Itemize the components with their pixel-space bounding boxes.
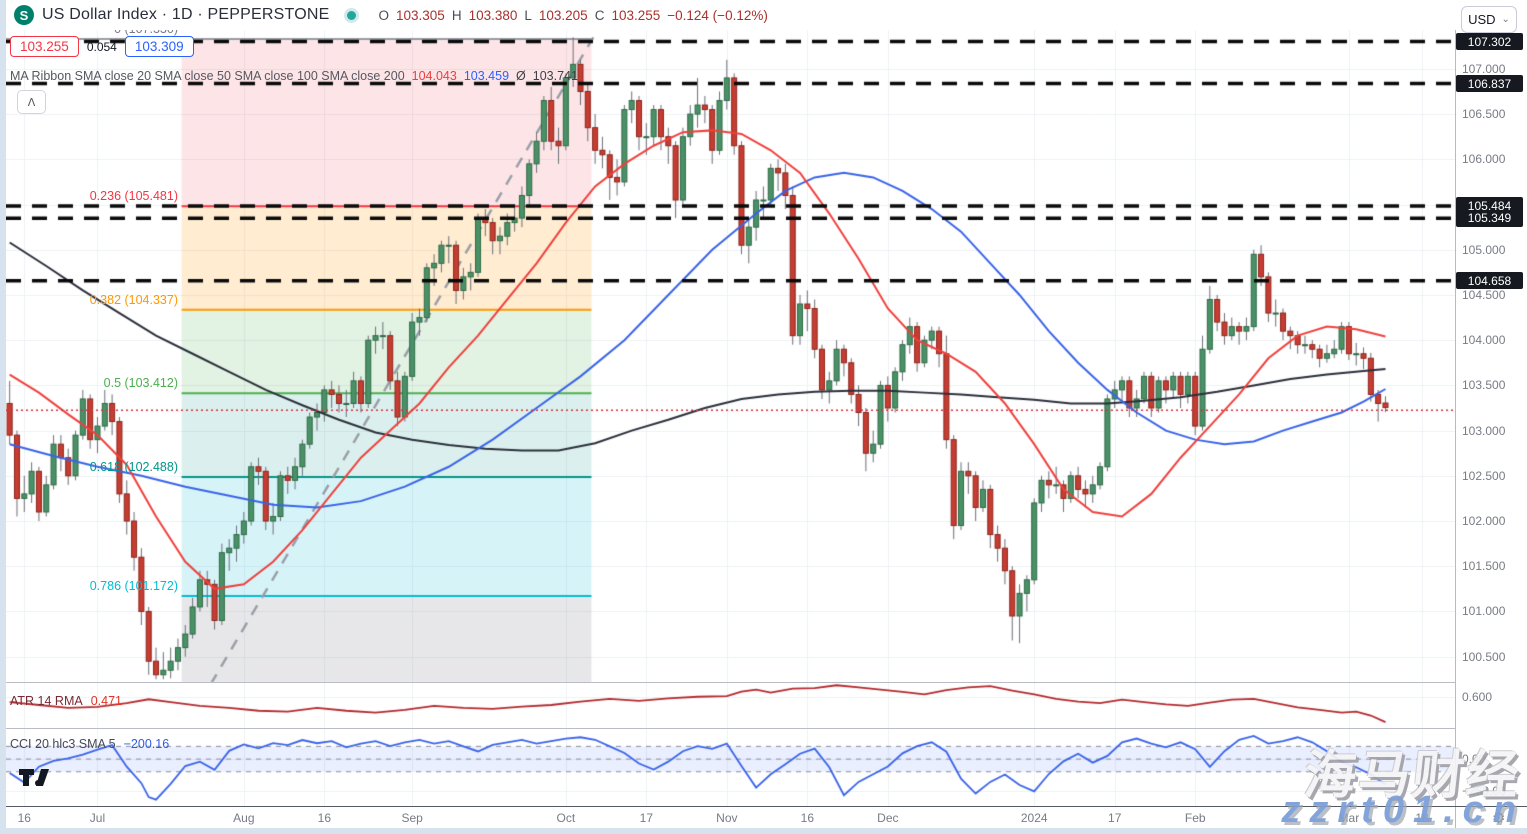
- time-axis-label: Aug: [233, 811, 255, 825]
- high-value: 103.380: [468, 7, 518, 23]
- symbol-title[interactable]: US Dollar Index · 1D · PEPPERSTONE: [42, 6, 330, 23]
- cci-label: CCI 20 hlc3 SMA 5: [10, 737, 116, 751]
- time-axis-label: Nov: [716, 811, 738, 825]
- atr-value: 0.471: [90, 694, 122, 708]
- fib-level-label[interactable]: 0.786 (101.172): [89, 578, 178, 593]
- time-axis-border: [6, 806, 1527, 807]
- time-axis-label: 17: [639, 811, 654, 825]
- ma-ribbon-legend[interactable]: MA Ribbon SMA close 20 SMA close 50 SMA …: [10, 69, 578, 83]
- price-axis-label: 104.500: [1462, 287, 1506, 302]
- close-label: C: [594, 7, 605, 23]
- high-label: H: [451, 7, 462, 23]
- cci-legend[interactable]: CCI 20 hlc3 SMA 5 −200.16: [10, 737, 169, 751]
- pane-separator-cci[interactable]: [6, 728, 1455, 729]
- price-axis-label: 101.500: [1462, 559, 1506, 574]
- chart-canvas[interactable]: [6, 30, 1455, 806]
- market-status-icon: [347, 10, 357, 20]
- price-axis-label: 102.500: [1462, 468, 1506, 483]
- price-level-tag: 104.658: [1456, 272, 1523, 290]
- time-axis-label: Sep: [401, 811, 423, 825]
- bid-price-box[interactable]: 103.255: [10, 36, 79, 57]
- watermark-text-url: zzrt01.cn: [1281, 789, 1525, 831]
- price-axis-label: 106.000: [1462, 152, 1506, 167]
- open-label: O: [378, 7, 389, 23]
- atr-axis-label: 0.600: [1462, 690, 1493, 705]
- price-axis-label: 102.000: [1462, 514, 1506, 529]
- price-axis-border: [1455, 30, 1456, 828]
- low-label: L: [524, 7, 532, 23]
- price-axis-label: 100.500: [1462, 649, 1506, 664]
- fib-level-label[interactable]: 0.236 (105.481): [89, 189, 178, 204]
- time-axis-label: 18: [1415, 811, 1429, 825]
- symbol-logo-icon[interactable]: S: [14, 5, 34, 25]
- price-level-tag: 105.349: [1456, 209, 1523, 227]
- ohlc-readout: O 103.305 H 103.380 L 103.205 C 103.255 −0.1…: [378, 8, 767, 23]
- price-axis-label: 106.500: [1462, 107, 1506, 122]
- time-axis-label: Jul: [89, 811, 106, 825]
- time-axis-label: 16: [317, 811, 332, 825]
- ma-ribbon-value-1: 104.043: [411, 69, 457, 83]
- fib-level-label[interactable]: 0.382 (104.337): [89, 292, 178, 307]
- page-edge-bottom: [0, 828, 1527, 834]
- ma-ribbon-label: MA Ribbon SMA close 20 SMA close 50 SMA …: [10, 69, 405, 83]
- low-value: 103.205: [538, 7, 588, 23]
- price-axis-label: 101.000: [1462, 604, 1506, 619]
- price-level-tag: 106.837: [1456, 75, 1523, 93]
- open-value: 103.305: [396, 7, 445, 23]
- ma-ribbon-value-2: 103.459: [463, 69, 510, 83]
- time-axis-label: 16: [17, 811, 31, 825]
- time-axis-label: 2024: [1020, 811, 1048, 825]
- time-axis-label: Feb: [1184, 811, 1206, 825]
- currency-label: USD: [1468, 12, 1496, 27]
- fib-level-label[interactable]: 0.618 (102.488): [89, 459, 178, 474]
- chart-header: S US Dollar Index · 1D · PEPPERSTONE O 10…: [6, 0, 1527, 30]
- price-axis-label: 104.000: [1462, 333, 1506, 348]
- chevron-up-icon: ᐱ: [27, 96, 36, 109]
- chevron-down-icon: ⌄: [1501, 14, 1510, 25]
- time-axis-label: 17: [1108, 811, 1122, 825]
- price-axis-label: 105.000: [1462, 242, 1506, 257]
- ask-price-box[interactable]: 103.309: [124, 36, 194, 57]
- time-axis-label: Mar: [1338, 811, 1360, 825]
- price-axis-label: 107.000: [1462, 61, 1506, 76]
- ma-ribbon-avg-label: Ø: [516, 69, 526, 83]
- ma-ribbon-avg-value: 103.741: [532, 69, 578, 83]
- spread-value: 0.054: [86, 39, 117, 54]
- price-axis-label: 103.000: [1462, 423, 1506, 438]
- close-value: 103.255: [611, 7, 661, 23]
- quote-row: 103.255 0.054 103.309: [10, 36, 194, 57]
- atr-label: ATR 14 RMA: [10, 694, 83, 708]
- time-axis-label: Oct: [556, 811, 576, 825]
- time-axis-label: 16: [800, 811, 815, 825]
- atr-legend[interactable]: ATR 14 RMA 0.471: [10, 694, 122, 708]
- cci-axis-label: 0.00: [1462, 752, 1486, 767]
- fib-level-label[interactable]: 0.5 (103.412): [103, 376, 178, 391]
- pane-separator-atr[interactable]: [6, 682, 1455, 683]
- cci-axis-label: −250.00: [1462, 783, 1506, 798]
- page-edge-left: [0, 0, 6, 834]
- cci-value: −200.16: [123, 737, 170, 751]
- time-axis-label: Dec: [877, 811, 899, 825]
- price-axis-label: 103.500: [1462, 378, 1506, 393]
- collapse-legend-button[interactable]: ᐱ: [17, 90, 46, 114]
- tradingview-logo-icon[interactable]: [19, 769, 59, 792]
- change-value: −0.124 (−0.12%): [667, 7, 768, 23]
- currency-selector[interactable]: USD ⌄: [1461, 6, 1517, 33]
- gear-icon[interactable]: ⚙: [1492, 810, 1506, 827]
- price-level-tag: 107.302: [1456, 33, 1523, 51]
